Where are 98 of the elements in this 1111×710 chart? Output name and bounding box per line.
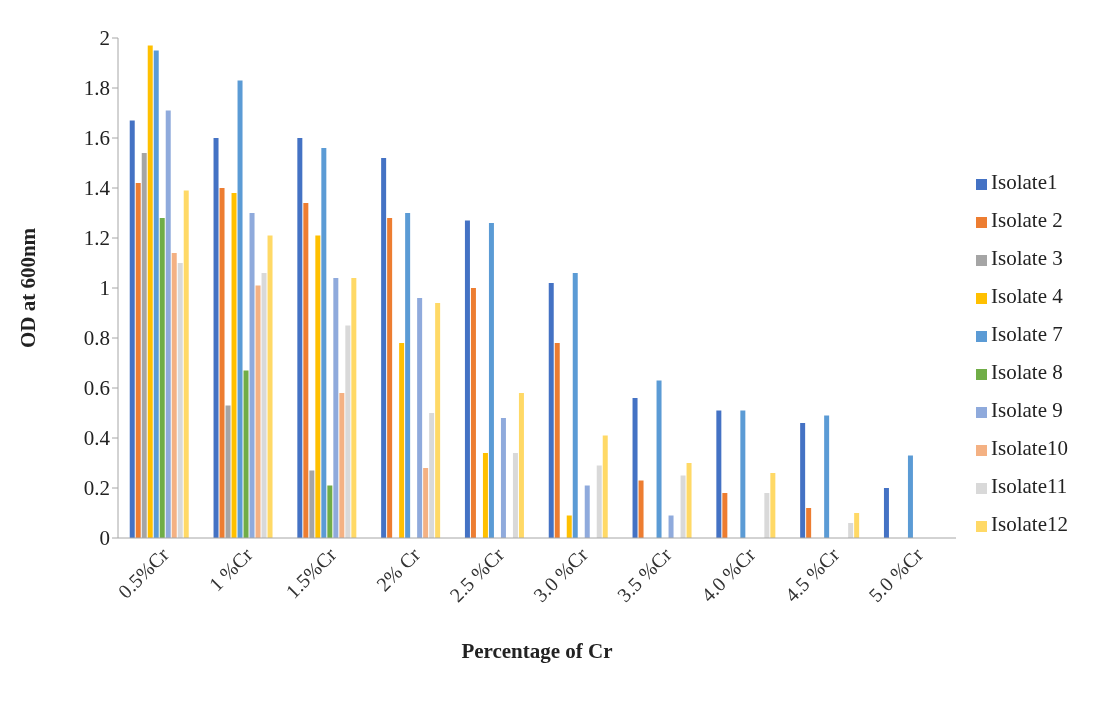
bar	[261, 273, 267, 538]
bar	[638, 480, 644, 538]
bar	[596, 465, 602, 538]
legend-label: Isolate11	[991, 474, 1068, 498]
bar	[848, 523, 854, 538]
bar	[854, 513, 860, 538]
legend-label: Isolate1	[991, 170, 1058, 194]
legend-label: Isolate 2	[991, 208, 1063, 232]
bar	[680, 475, 686, 538]
bar	[351, 278, 357, 538]
x-tick-label: 4.0 %Cr	[696, 543, 760, 607]
bar	[722, 493, 728, 538]
bar	[231, 193, 237, 538]
bar	[255, 285, 261, 538]
bar	[153, 50, 159, 538]
bar	[740, 410, 746, 538]
bar	[470, 288, 476, 538]
bar	[219, 188, 225, 538]
bar	[213, 138, 219, 538]
x-tick-label: 4.5 %Cr	[780, 543, 844, 607]
bar	[764, 493, 770, 538]
bar	[381, 158, 387, 538]
legend-label: Isolate10	[991, 436, 1068, 460]
bar	[512, 453, 518, 538]
x-tick-label: 3.5 %Cr	[612, 543, 676, 607]
bar	[423, 468, 429, 538]
bar	[806, 508, 812, 538]
bar	[129, 120, 135, 538]
x-axis-title: Percentage of Cr	[461, 639, 613, 663]
x-tick-label: 2% Cr	[372, 543, 425, 596]
bar	[165, 110, 171, 538]
bar	[243, 370, 249, 538]
bar	[399, 343, 405, 538]
bar	[339, 393, 345, 538]
bar	[656, 380, 662, 538]
bar	[297, 138, 303, 538]
x-tick-label: 2.5 %Cr	[445, 543, 509, 607]
bar	[267, 235, 273, 538]
bar	[405, 213, 411, 538]
y-tick-label: 1.4	[83, 176, 111, 201]
bar	[303, 203, 309, 538]
legend-label: Isolate 9	[991, 398, 1063, 422]
y-tick-label: 1	[99, 276, 110, 301]
legend-label: Isolate 7	[991, 322, 1063, 346]
bar	[518, 393, 524, 538]
bar	[417, 298, 423, 538]
bar	[800, 423, 806, 538]
bar	[500, 418, 506, 538]
bar	[237, 80, 243, 538]
bar	[435, 303, 441, 538]
y-tick-label: 1.8	[83, 76, 110, 101]
bar	[135, 183, 141, 538]
legend-label: Isolate12	[991, 512, 1068, 536]
bar	[429, 413, 435, 538]
bar	[824, 415, 830, 538]
bar	[333, 278, 339, 538]
bar	[345, 325, 351, 538]
legend-label: Isolate 8	[991, 360, 1063, 384]
y-tick-label: 0.8	[83, 326, 110, 351]
bar	[554, 343, 560, 538]
bar	[147, 45, 153, 538]
bar	[387, 218, 393, 538]
bar	[668, 515, 674, 538]
bar	[321, 148, 327, 538]
y-tick-label: 0.6	[83, 376, 110, 401]
bar	[249, 213, 255, 538]
bar	[183, 190, 189, 538]
bar	[716, 410, 722, 538]
bar	[177, 263, 183, 538]
y-tick-label: 1.2	[83, 226, 110, 251]
bar	[159, 218, 165, 538]
y-tick-label: 0.4	[83, 426, 111, 451]
y-tick-label: 0	[99, 526, 110, 551]
y-tick-label: 1.6	[83, 126, 110, 151]
bar	[770, 473, 776, 538]
legend-label: Isolate 3	[991, 246, 1063, 270]
bar	[632, 398, 638, 538]
bar	[907, 455, 913, 538]
y-tick-label: 0.2	[83, 476, 110, 501]
bar	[464, 220, 470, 538]
bar	[315, 235, 321, 538]
y-axis-title: OD at 600nm	[16, 227, 41, 349]
bar	[566, 515, 572, 538]
bar	[572, 273, 578, 538]
bar	[686, 463, 692, 538]
bar	[584, 485, 590, 538]
bar	[171, 253, 177, 538]
bar	[327, 485, 333, 538]
bar	[488, 223, 494, 538]
y-tick-label: 2	[99, 26, 110, 51]
bar	[548, 283, 554, 538]
x-tick-label: 5.0 %Cr	[864, 543, 928, 607]
x-tick-label: 3.0 %Cr	[529, 543, 593, 607]
bar	[482, 453, 488, 538]
x-tick-label: 1 %Cr	[204, 543, 257, 596]
bar	[883, 488, 889, 538]
legend-label: Isolate 4	[991, 284, 1063, 308]
bar	[602, 435, 608, 538]
